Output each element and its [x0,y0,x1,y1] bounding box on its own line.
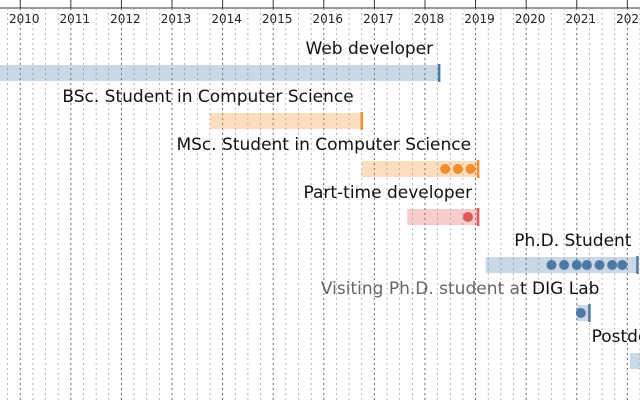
visiting-ph-d-student-at-dig-lab-marker [575,308,586,318]
tick-label: 2022 [616,12,640,26]
tick-label: 2020 [515,12,546,26]
tick-label: 2012 [110,12,141,26]
tick-label: 2014 [211,12,242,26]
postdoc-bar [629,353,640,369]
ph-d-student-marker [581,260,592,270]
tick-layer: 2010 2011 2012 2013 2014 2015 2016 2017 2018 2019… [9,0,640,26]
ph-d-student-marker [571,260,582,270]
tick-label: 2010 [9,12,40,26]
part-time-developer-label: Part-time developer [303,183,472,203]
web-developer-bar [0,65,440,81]
web-developer-label: Web developer [306,39,434,59]
tick-label: 2019 [464,12,495,26]
msc-student-in-computer-science-bar [361,161,479,177]
tick-label: 2018 [414,12,445,26]
part-time-developer-bar [407,209,479,225]
ph-d-student-marker [617,260,628,270]
msc-student-in-computer-science-marker [465,164,476,174]
postdoc-label: Postdoc [592,327,640,347]
tick-label: 2021 [565,12,596,26]
ph-d-student-marker [559,260,570,270]
tick-label: 2015 [262,12,293,26]
visiting-ph-d-student-at-dig-lab-label-suffix: t DIG Lab [520,279,599,299]
bsc-student-in-computer-science-label: BSc. Student in Computer Science [62,87,353,107]
msc-student-in-computer-science-marker [452,164,463,174]
msc-student-in-computer-science-marker [440,164,451,174]
ph-d-student-marker [607,260,618,270]
tick-label: 2011 [60,12,91,26]
msc-student-in-computer-science-label: MSc. Student in Computer Science [176,135,471,155]
label-layer: Web developer BSc. Student in Computer Sc… [62,39,640,347]
tick-label: 2016 [313,12,344,26]
ph-d-student-marker [546,260,557,270]
tick-label: 2017 [363,12,394,26]
part-time-developer-marker [462,212,473,222]
bsc-student-in-computer-science-bar [209,113,362,129]
grid-layer [7,8,640,400]
ph-d-student-label: Ph.D. Student [514,231,632,251]
tick-label: 2013 [161,12,192,26]
bar-layer [0,64,640,369]
ph-d-student-marker [594,260,605,270]
visiting-ph-d-student-at-dig-lab-label: Visiting Ph.D. student at DIG Lab [321,279,600,299]
visiting-ph-d-student-at-dig-lab-label-prefix: Visiting Ph.D. student a [321,279,520,299]
